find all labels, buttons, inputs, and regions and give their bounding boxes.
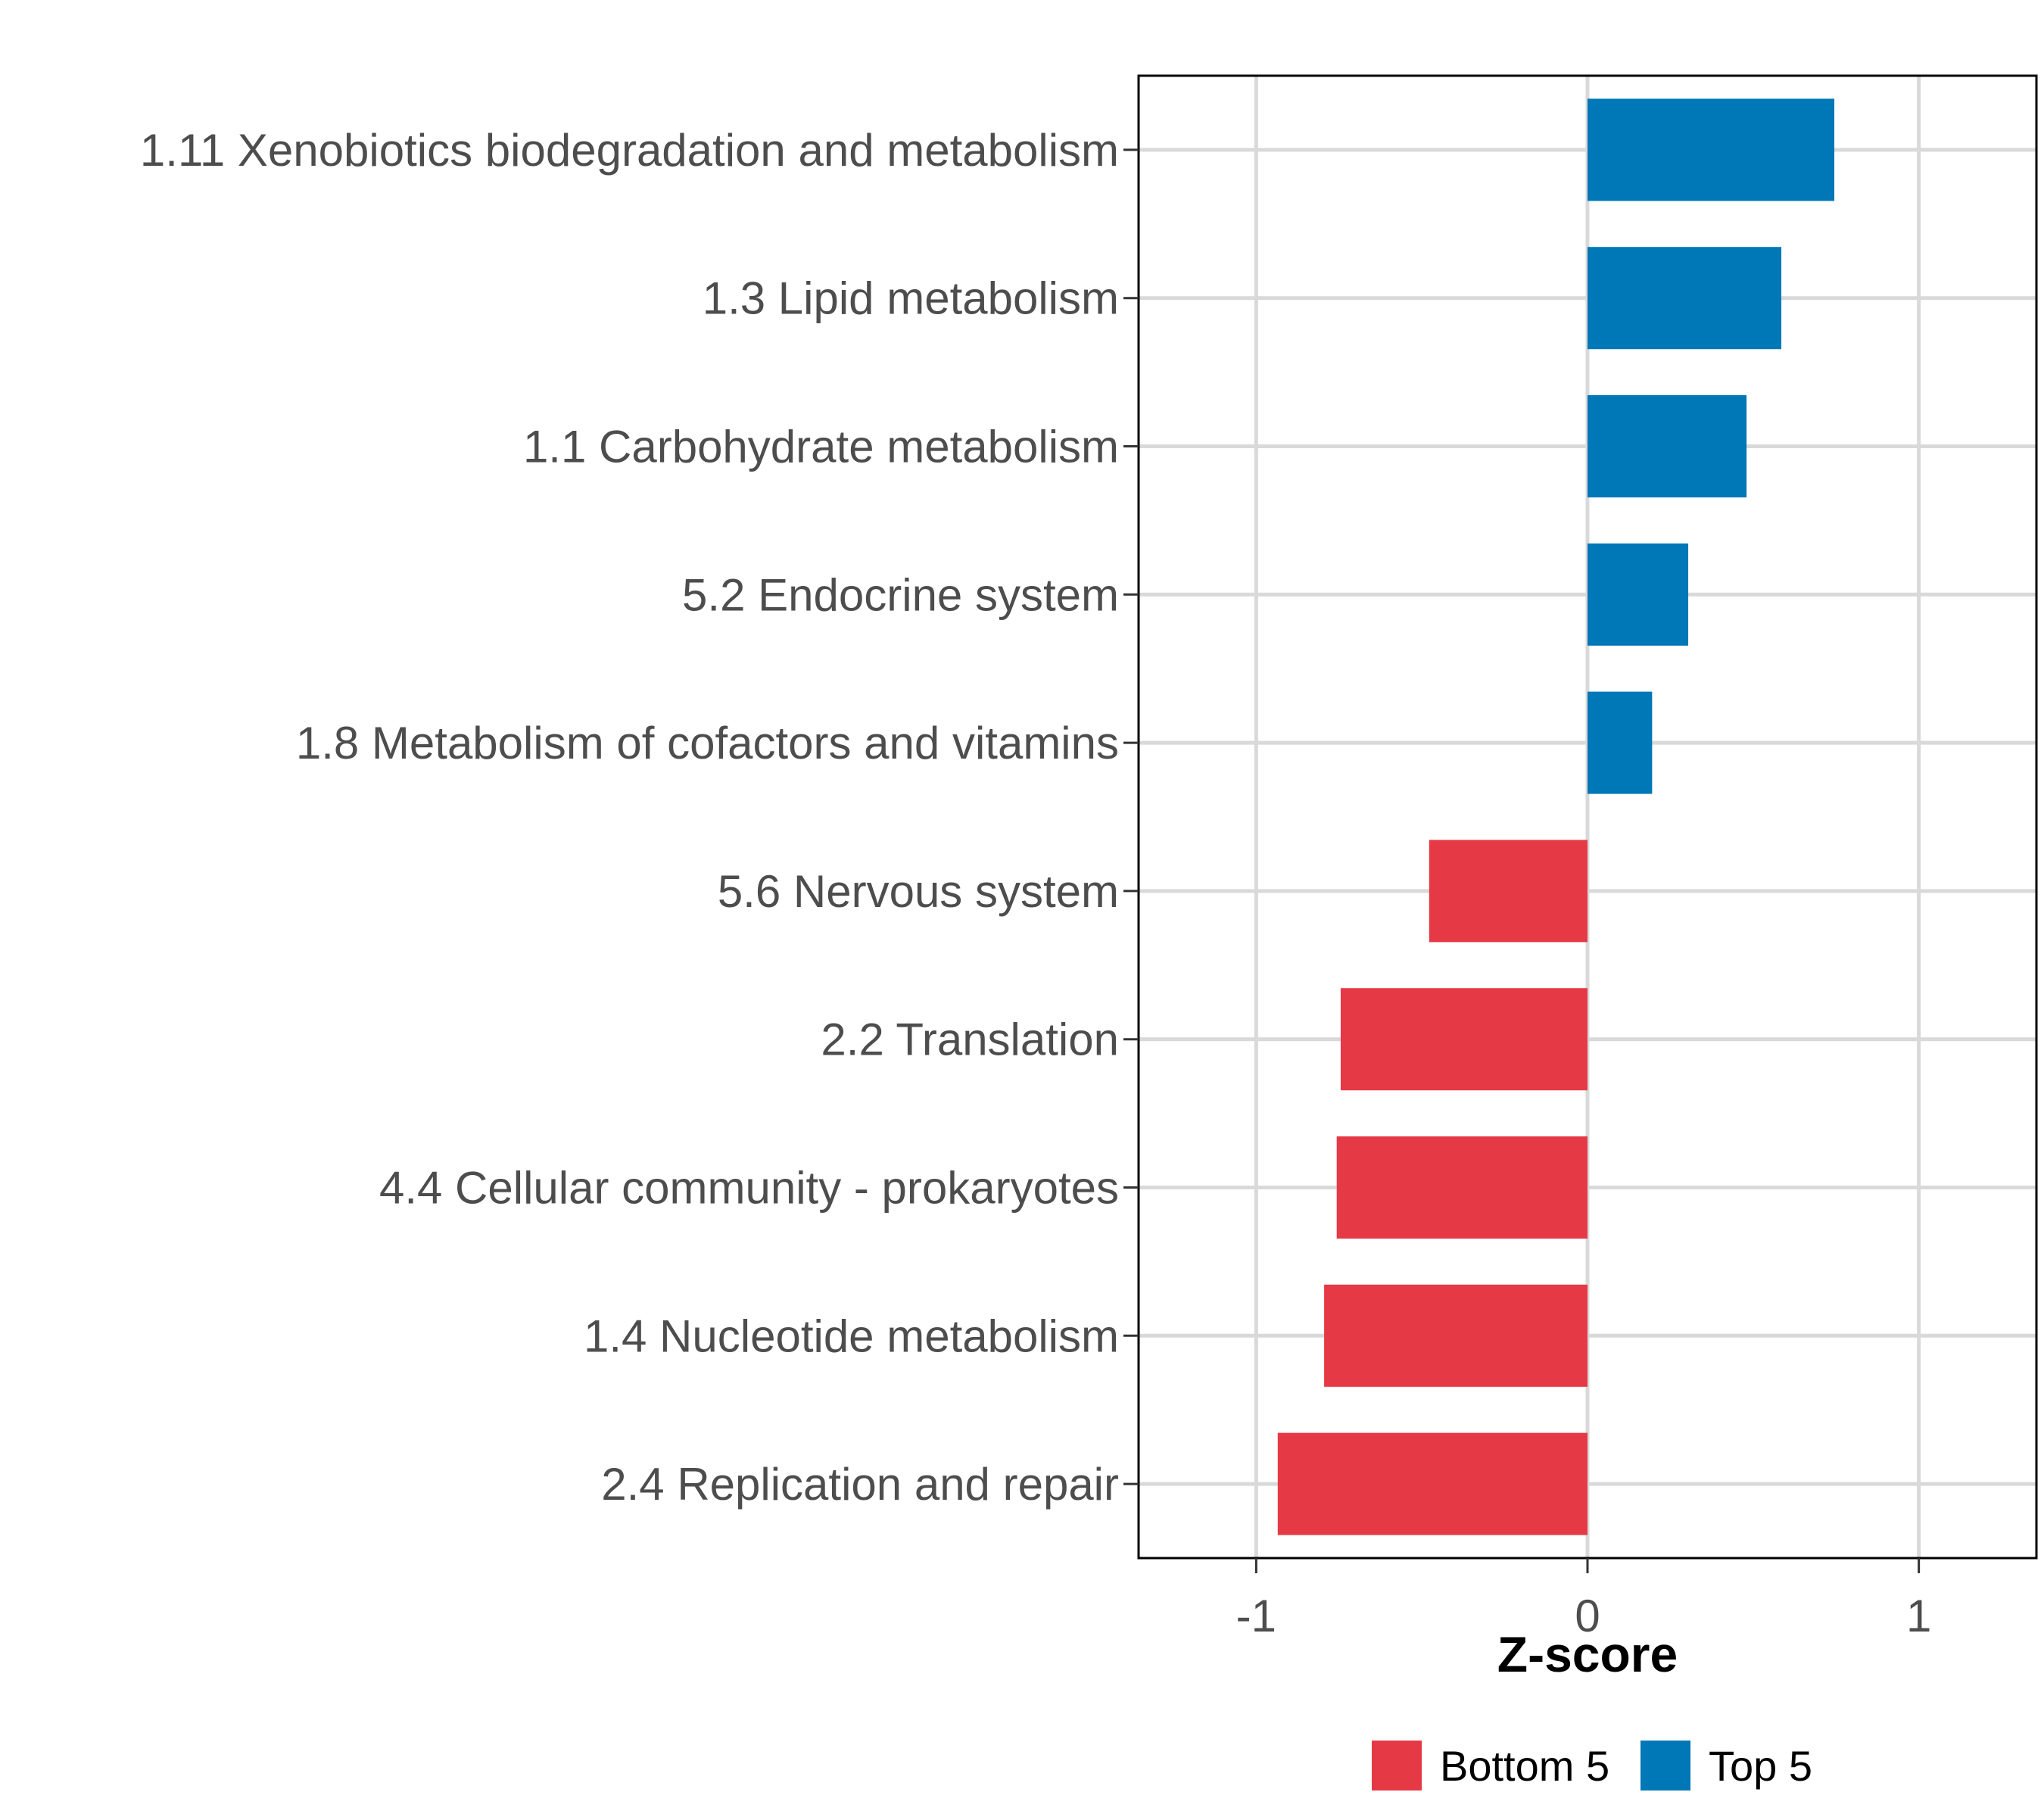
- bar: [1588, 395, 1747, 497]
- x-tick-label: 1: [1906, 1591, 1931, 1641]
- y-tick-label: 1.3 Lipid metabolism: [703, 273, 1119, 324]
- x-tick-label: 0: [1575, 1591, 1600, 1641]
- legend: Bottom 5 Top 5: [1372, 1741, 1812, 1791]
- bar: [1588, 543, 1689, 646]
- x-axis-title: Z-score: [1497, 1626, 1678, 1682]
- legend-label: Top 5: [1709, 1742, 1812, 1790]
- bar: [1340, 988, 1588, 1091]
- bar: [1429, 840, 1588, 943]
- bar: [1588, 247, 1782, 350]
- bars: [1277, 98, 1835, 1535]
- y-tick-label: 5.2 Endocrine system: [682, 569, 1119, 620]
- y-tick-label: 2.4 Replication and repair: [601, 1459, 1119, 1510]
- y-tick-label: 1.8 Metabolism of cofactors and vitamins: [296, 718, 1119, 768]
- y-axis-labels: 1.11 Xenobiotics biodegradation and meta…: [140, 125, 1139, 1510]
- legend-swatch: [1640, 1741, 1690, 1791]
- y-tick-label: 4.4 Cellular community - prokaryotes: [379, 1163, 1119, 1214]
- legend-swatch: [1372, 1741, 1422, 1791]
- y-tick-label: 2.2 Translation: [821, 1014, 1119, 1065]
- y-tick-label: 1.11 Xenobiotics biodegradation and meta…: [140, 125, 1119, 176]
- bar: [1277, 1432, 1588, 1535]
- x-tick-label: -1: [1236, 1591, 1276, 1641]
- legend-label: Bottom 5: [1440, 1742, 1609, 1790]
- bar: [1336, 1136, 1588, 1239]
- bar: [1588, 98, 1835, 201]
- bar: [1324, 1284, 1588, 1387]
- y-tick-label: 5.6 Nervous system: [718, 866, 1119, 917]
- bar: [1588, 691, 1653, 794]
- y-tick-label: 1.4 Nucleotide metabolism: [584, 1311, 1119, 1361]
- y-tick-label: 1.1 Carbohydrate metabolism: [523, 422, 1119, 472]
- x-axis-ticks: -1 0 1: [1236, 1558, 1931, 1641]
